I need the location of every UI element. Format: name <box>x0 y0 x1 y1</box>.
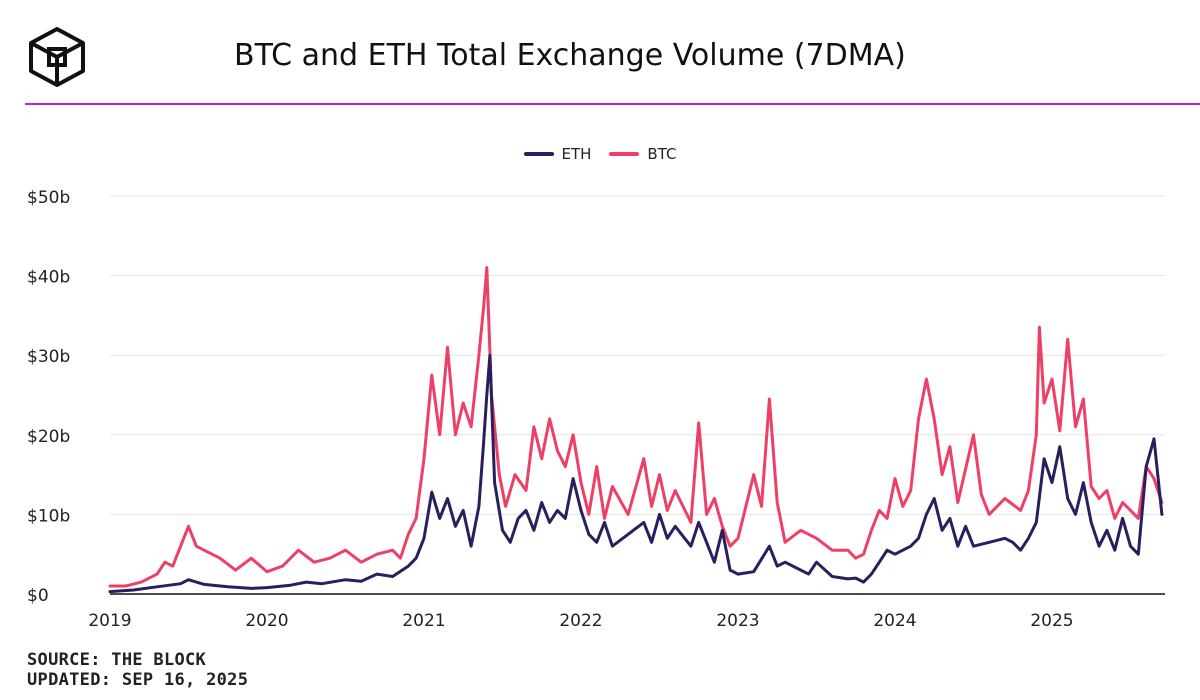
y-tick-label: $40b <box>27 268 70 288</box>
x-tick-label: 2021 <box>402 611 445 631</box>
x-tick-label: 2023 <box>716 611 759 631</box>
series-line-btc <box>108 266 1164 588</box>
source-note: SOURCE: THE BLOCK <box>27 650 207 670</box>
the-block-cube-icon <box>29 27 85 87</box>
header-divider <box>25 103 1200 105</box>
y-tick-label: $30b <box>27 347 70 367</box>
chart-legend: ETH BTC <box>0 145 1200 163</box>
x-tick-label: 2022 <box>559 611 602 631</box>
x-tick-label: 2025 <box>1030 611 1073 631</box>
x-tick-label: 2020 <box>245 611 288 631</box>
x-tick-label: 2024 <box>873 611 916 631</box>
legend-item-btc: BTC <box>609 145 676 163</box>
y-tick-label: $0 <box>27 586 49 606</box>
legend-item-eth: ETH <box>523 145 592 163</box>
y-tick-label: $10b <box>27 506 70 526</box>
x-tick-label: 2019 <box>88 611 131 631</box>
page-title: BTC and ETH Total Exchange Volume (7DMA) <box>234 38 906 73</box>
series-line-eth <box>108 353 1164 594</box>
legend-swatch-eth <box>523 152 554 156</box>
y-tick-label: $50b <box>27 188 70 208</box>
legend-label-eth: ETH <box>561 145 592 163</box>
y-tick-label: $20b <box>27 427 70 447</box>
legend-label-btc: BTC <box>647 145 677 163</box>
legend-swatch-btc <box>609 152 640 156</box>
updated-note: UPDATED: SEP 16, 2025 <box>27 670 249 690</box>
